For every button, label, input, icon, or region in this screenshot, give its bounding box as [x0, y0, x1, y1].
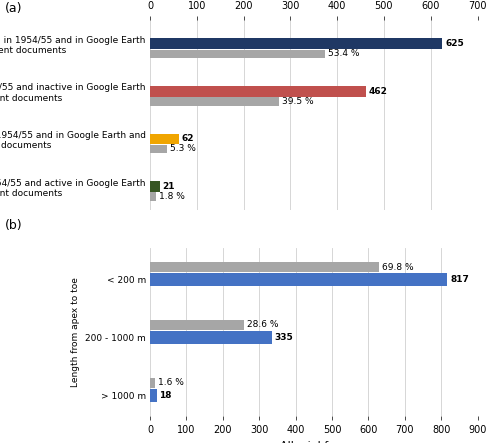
- Text: 817: 817: [450, 275, 469, 284]
- Text: 462: 462: [369, 87, 388, 96]
- Bar: [150, 50, 325, 58]
- Text: 5.3 %: 5.3 %: [170, 144, 196, 153]
- Bar: [150, 262, 378, 272]
- X-axis label: Alluvial fans: Alluvial fans: [280, 441, 348, 443]
- Bar: [150, 378, 155, 388]
- Text: 1.6 %: 1.6 %: [158, 378, 184, 387]
- Text: 62: 62: [182, 135, 194, 144]
- Text: 39.5 %: 39.5 %: [282, 97, 314, 106]
- Bar: [150, 39, 442, 49]
- Text: 1.8 %: 1.8 %: [158, 192, 184, 201]
- Y-axis label: Length from apex to toe: Length from apex to toe: [70, 277, 80, 387]
- Bar: [150, 389, 156, 402]
- Text: 21: 21: [162, 182, 175, 191]
- Bar: [150, 97, 280, 105]
- Text: 625: 625: [445, 39, 464, 48]
- Text: 69.8 %: 69.8 %: [382, 263, 413, 272]
- Bar: [150, 86, 366, 97]
- Bar: [150, 181, 160, 192]
- Bar: [150, 331, 272, 344]
- Bar: [150, 320, 244, 330]
- Text: 18: 18: [160, 391, 172, 400]
- Bar: [150, 273, 448, 286]
- Text: 28.6 %: 28.6 %: [246, 320, 278, 330]
- Text: 335: 335: [275, 333, 293, 342]
- Text: (a): (a): [5, 2, 22, 15]
- Bar: [150, 134, 179, 144]
- Bar: [150, 145, 168, 153]
- Text: 53.4 %: 53.4 %: [328, 49, 359, 58]
- Bar: [150, 192, 156, 201]
- Text: (b): (b): [5, 219, 22, 232]
